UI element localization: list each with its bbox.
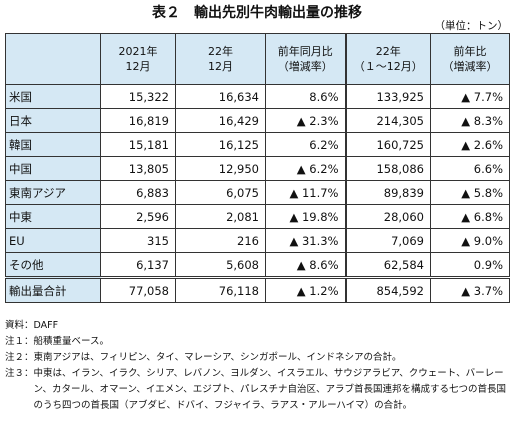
title: 表２ 輸出先別牛肉輸出量の推移 [152, 5, 362, 21]
row-label: その他 [5, 252, 101, 278]
cell: 13,805 [100, 156, 176, 181]
cell: 6,075 [175, 180, 266, 205]
note-text: 船積重量ベース。 [33, 336, 110, 347]
column-header: 2021年 12月 [100, 33, 176, 85]
cell: 77,058 [100, 276, 176, 303]
cell: 12,950 [175, 156, 266, 181]
row-label: EU [5, 228, 101, 253]
note: 注３： 中東は、イラン、イラク、シリア、レバノン、ヨルダン、イスラエル、サウジアラ… [5, 366, 510, 414]
cell: ▲ 7.7% [430, 84, 510, 109]
table-row: 輸出量合計 77,058 76,118 ▲ 1.2% 854,592 ▲ 3.7% [5, 276, 510, 303]
column-header: 22年 12月 [175, 33, 266, 85]
cell: 28,060 [344, 204, 431, 229]
cell: 16,125 [175, 132, 266, 157]
table-row: EU 315 216 ▲ 31.3% 7,069 ▲ 9.0% [5, 228, 510, 253]
cell: 76,118 [175, 276, 266, 303]
cell: 214,305 [344, 108, 431, 133]
cell: 16,819 [100, 108, 176, 133]
cell: ▲ 2.6% [430, 132, 510, 157]
cell: 854,592 [344, 276, 431, 303]
note-text: DAFF [33, 320, 59, 331]
table-row: 日本 16,819 16,429 ▲ 2.3% 214,305 ▲ 8.3% [5, 108, 510, 133]
cell: 2,081 [175, 204, 266, 229]
note-text: 中東は、イラン、イラク、シリア、レバノン、ヨルダン、イスラエル、サウジアラビア、… [33, 368, 507, 411]
row-label: 日本 [5, 108, 101, 133]
notes: 資料： DAFF 注１： 船積重量ベース。 注２： 東南アジアは、フィリピン、タイ、マレー… [5, 318, 510, 414]
cell: ▲ 9.0% [430, 228, 510, 253]
cell: ▲ 8.3% [430, 108, 510, 133]
cell: 6,137 [100, 252, 176, 278]
note-key: 注１： [5, 336, 34, 347]
column-header [5, 33, 101, 85]
cell: ▲ 3.7% [430, 276, 510, 303]
cell: 8.6% [265, 84, 346, 109]
row-label: 中国 [5, 156, 101, 181]
cell: 2,596 [100, 204, 176, 229]
row-label: 東南アジア [5, 180, 101, 205]
cell: ▲ 19.8% [265, 204, 346, 229]
cell: 133,925 [344, 84, 431, 109]
row-label: 韓国 [5, 132, 101, 157]
cell: 0.9% [430, 252, 510, 278]
cell: 15,322 [100, 84, 176, 109]
note-key: 注２： [5, 352, 34, 363]
note-key: 資料： [5, 320, 34, 331]
header-row: 2021年 12月 22年 12月 前年同月比 （増減率） 22年 （１～12月） 前年… [5, 33, 510, 85]
row-label: 米国 [5, 84, 101, 109]
cell: 158,086 [344, 156, 431, 181]
cell: 16,634 [175, 84, 266, 109]
note: 注２： 東南アジアは、フィリピン、タイ、マレーシア、シンガポール、インドネシアの合… [5, 350, 510, 366]
table-row: 中国 13,805 12,950 ▲ 6.2% 158,086 6.6% [5, 156, 510, 181]
table-row: 韓国 15,181 16,125 6.2% 160,725 ▲ 2.6% [5, 132, 510, 157]
row-label: 中東 [5, 204, 101, 229]
column-header: 前年比 （増減率） [430, 33, 510, 85]
note: 注１： 船積重量ベース。 [5, 334, 510, 350]
cell: ▲ 6.8% [430, 204, 510, 229]
column-header: 前年同月比 （増減率） [265, 33, 346, 85]
table-row: 中東 2,596 2,081 ▲ 19.8% 28,060 ▲ 6.8% [5, 204, 510, 229]
cell: ▲ 5.8% [430, 180, 510, 205]
cell: 6.6% [430, 156, 510, 181]
cell: 160,725 [344, 132, 431, 157]
column-header: 22年 （１～12月） [344, 33, 431, 85]
cell: 62,584 [344, 252, 431, 278]
unit: （単位：トン） [434, 20, 509, 32]
cell: 5,608 [175, 252, 266, 278]
table-row: 東南アジア 6,883 6,075 ▲ 11.7% 89,839 ▲ 5.8% [5, 180, 510, 205]
table: 2021年 12月 22年 12月 前年同月比 （増減率） 22年 （１～12月） 前年… [5, 33, 510, 303]
cell: 6.2% [265, 132, 346, 157]
cell: 15,181 [100, 132, 176, 157]
note: 資料： DAFF [5, 318, 510, 334]
cell: ▲ 2.3% [265, 108, 346, 133]
cell: ▲ 11.7% [265, 180, 346, 205]
note-key: 注３： [5, 368, 34, 379]
table-row: 米国 15,322 16,634 8.6% 133,925 ▲ 7.7% [5, 84, 510, 109]
note-text: 東南アジアは、フィリピン、タイ、マレーシア、シンガポール、インドネシアの合計。 [33, 352, 402, 363]
cell: 315 [100, 228, 176, 253]
cell: 16,429 [175, 108, 266, 133]
cell: 216 [175, 228, 266, 253]
table-row: その他 6,137 5,608 ▲ 8.6% 62,584 0.9% [5, 252, 510, 278]
cell: ▲ 6.2% [265, 156, 346, 181]
cell: 89,839 [344, 180, 431, 205]
cell: 6,883 [100, 180, 176, 205]
cell: ▲ 8.6% [265, 252, 346, 278]
cell: ▲ 31.3% [265, 228, 346, 253]
row-label: 輸出量合計 [5, 276, 101, 303]
cell: ▲ 1.2% [265, 276, 346, 303]
cell: 7,069 [344, 228, 431, 253]
